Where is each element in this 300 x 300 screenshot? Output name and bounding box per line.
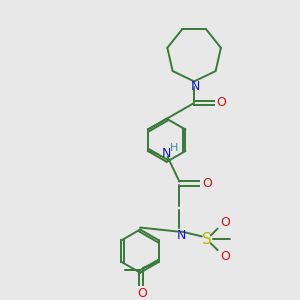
- Text: O: O: [137, 287, 147, 300]
- Text: S: S: [202, 232, 212, 247]
- Text: N: N: [162, 146, 171, 160]
- Text: N: N: [190, 80, 200, 93]
- Text: H: H: [170, 143, 179, 153]
- Text: O: O: [220, 250, 230, 262]
- Text: O: O: [217, 97, 226, 110]
- Text: O: O: [220, 216, 230, 229]
- Text: N: N: [177, 229, 186, 242]
- Text: O: O: [202, 177, 212, 190]
